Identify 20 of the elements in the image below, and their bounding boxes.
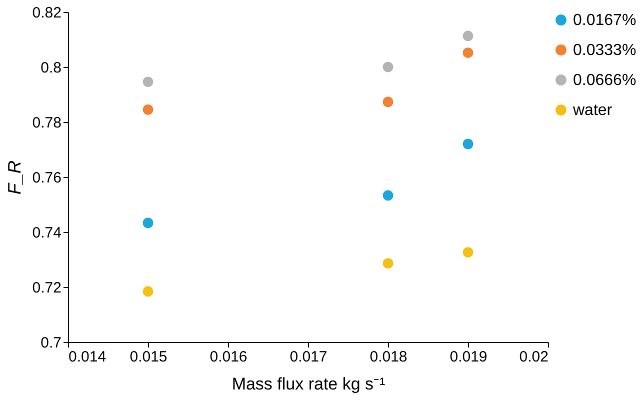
y-tick-label: 0.76 bbox=[32, 170, 62, 186]
x-tick-label: 0.018 bbox=[370, 348, 408, 366]
x-tick-label: 0.02 bbox=[519, 348, 548, 366]
y-tick-label: 0.7 bbox=[40, 334, 62, 352]
y-tick-label: 0.82 bbox=[32, 4, 62, 22]
x-tick-label: 0.016 bbox=[210, 348, 248, 366]
y-tick-label: 0.8 bbox=[40, 60, 62, 76]
y-tick-label: 0.78 bbox=[32, 114, 62, 132]
x-tick-label: 0.015 bbox=[130, 348, 168, 366]
legend-label: 0.0666% bbox=[573, 72, 636, 89]
legend-label: 0.0333% bbox=[573, 42, 636, 59]
y-tick-label: 0.72 bbox=[32, 280, 62, 296]
x-tick-label: 0.014 bbox=[68, 348, 106, 366]
legend-label: 0.0167% bbox=[573, 12, 636, 29]
y-axis-title: F_R bbox=[4, 160, 24, 195]
y-tick-label: 0.74 bbox=[32, 224, 62, 242]
x-axis-title: Mass flux rate kg s⁻¹ bbox=[232, 374, 386, 394]
x-tick-label: 0.019 bbox=[450, 348, 488, 366]
legend-label: water bbox=[572, 102, 613, 119]
x-tick-label: 0.017 bbox=[290, 348, 328, 366]
